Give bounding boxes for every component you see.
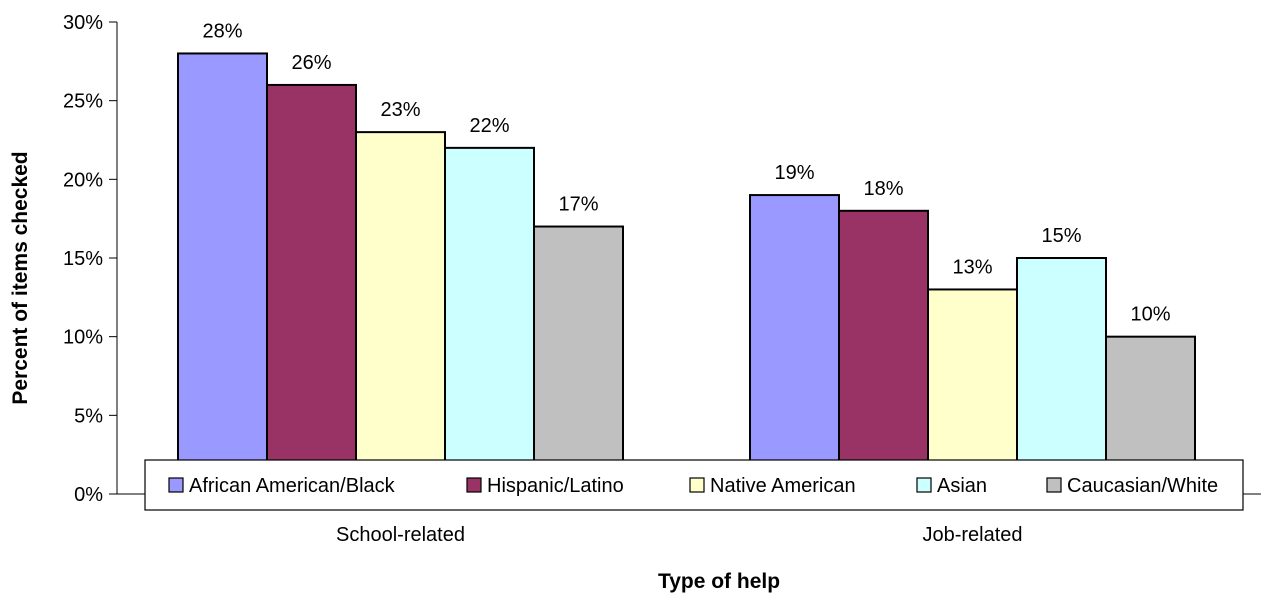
bar: [838, 209, 929, 496]
data-label: 18%: [863, 178, 903, 200]
bar: [177, 52, 268, 495]
x-axis-title: Type of help: [658, 570, 780, 593]
legend-label: African American/Black: [189, 475, 396, 497]
y-tick-label: 15%: [63, 248, 103, 270]
data-label: 19%: [774, 162, 814, 184]
legend-label: Hispanic/Latino: [487, 475, 624, 497]
bar: [533, 225, 624, 496]
data-label: 22%: [469, 115, 509, 137]
data-label: 10%: [1130, 304, 1170, 326]
data-label: 26%: [291, 52, 331, 74]
data-label: 13%: [952, 256, 992, 278]
y-ticks: 0% 5% 10% 15% 20% 25% 30%: [63, 12, 117, 506]
data-label: 17%: [558, 194, 598, 216]
bar: [1016, 257, 1107, 495]
y-tick-label: 25%: [63, 91, 103, 113]
x-category-label: School-related: [336, 524, 465, 546]
y-tick-label: 20%: [63, 169, 103, 191]
y-axis-title: Percent of items checked: [9, 151, 32, 404]
y-tick-label: 30%: [63, 12, 103, 34]
legend-label: Native American: [710, 475, 856, 497]
bar: [749, 194, 840, 495]
legend-swatch: [466, 477, 482, 493]
bar: [355, 131, 446, 495]
data-label: 23%: [380, 99, 420, 121]
bar: [444, 146, 535, 495]
legend-swatch: [1046, 477, 1062, 493]
data-label: 28%: [202, 20, 242, 42]
x-category-labels: School-related Job-related: [336, 524, 1023, 546]
legend-swatch: [916, 477, 932, 493]
y-tick-label: 0%: [74, 484, 103, 506]
legend-swatch: [689, 477, 705, 493]
legend: African American/Black Hispanic/Latino Nat…: [144, 459, 1244, 511]
legend-swatch: [168, 477, 184, 493]
bars-layer: 28% 26% 23% 22% 17% 19% 18% 13% 15% 10%: [177, 20, 1196, 496]
bar: [266, 83, 357, 496]
y-tick-label: 10%: [63, 327, 103, 349]
y-tick-label: 5%: [74, 405, 103, 427]
legend-label: Caucasian/White: [1067, 475, 1218, 497]
legend-label: Asian: [937, 475, 987, 497]
data-label: 15%: [1041, 225, 1081, 247]
x-category-label: Job-related: [922, 524, 1022, 546]
